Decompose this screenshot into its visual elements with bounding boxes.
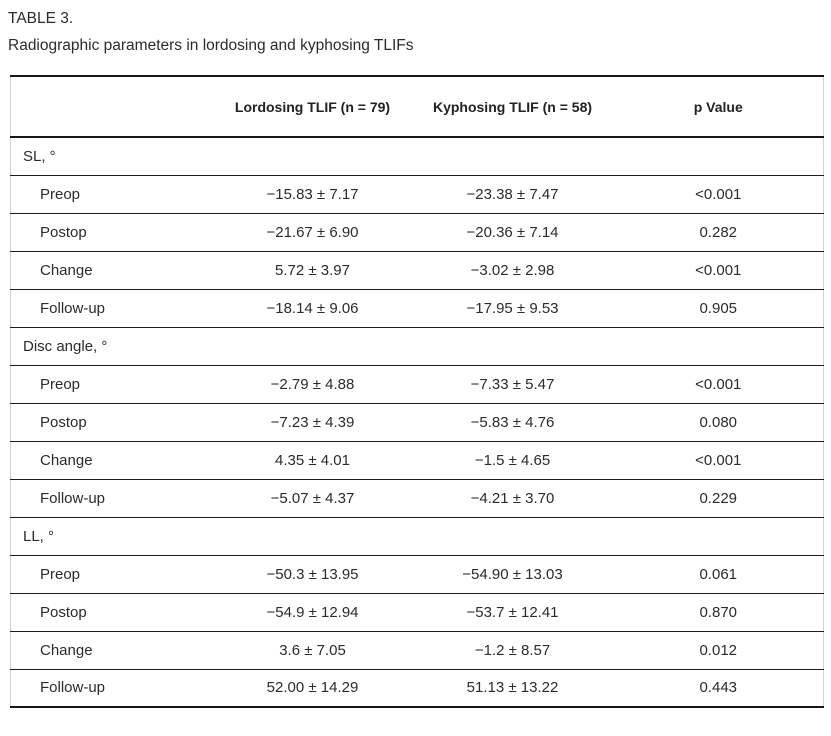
table-row: Preop −50.3 ± 13.95 −54.90 ± 13.03 0.061 [10,555,824,593]
row-label: Follow-up [40,299,106,317]
row-label: Follow-up [40,489,106,507]
table-number: TABLE 3. [8,10,74,27]
column-header-lordosing: Lordosing TLIF (n = 79) [234,98,391,115]
cell-p-value: 0.229 [699,489,738,507]
row-label: Preop [40,185,81,203]
cell-kyphosing: −5.83 ± 4.76 [470,413,555,431]
radiographic-parameters-table: Lordosing TLIF (n = 79) Kyphosing TLIF (… [10,75,824,708]
table-caption-block: TABLE 3. Radiographic parameters in lord… [8,6,823,59]
table-caption: Radiographic parameters in lordosing and… [8,37,414,54]
cell-lordosing: −54.9 ± 12.94 [266,603,359,621]
table-row: Preop −15.83 ± 7.17 −23.38 ± 7.47 <0.001 [10,175,824,213]
column-header-empty [11,76,214,137]
cell-lordosing: −5.07 ± 4.37 [270,489,355,507]
cell-kyphosing: −1.2 ± 8.57 [474,641,551,659]
cell-p-value: 0.012 [699,641,738,659]
cell-lordosing: −15.83 ± 7.17 [266,185,359,203]
cell-kyphosing: −7.33 ± 5.47 [470,375,555,393]
cell-p-value: <0.001 [695,185,742,203]
row-label: Preop [40,565,81,583]
cell-lordosing: 52.00 ± 14.29 [266,679,359,697]
cell-kyphosing: −3.02 ± 2.98 [470,261,555,279]
cell-p-value: 0.080 [699,413,738,431]
cell-lordosing: −21.67 ± 6.90 [266,223,359,241]
table-row: Postop −54.9 ± 12.94 −53.7 ± 12.41 0.870 [10,593,824,631]
cell-lordosing: 3.6 ± 7.05 [279,641,346,659]
cell-p-value: 0.905 [699,299,738,317]
cell-kyphosing: −54.90 ± 13.03 [462,565,563,583]
cell-p-value: 0.061 [699,565,738,583]
section-label: SL, ° [23,147,56,165]
cell-kyphosing: −1.5 ± 4.65 [474,451,551,469]
cell-p-value: <0.001 [695,451,742,469]
column-header-kyphosing: Kyphosing TLIF (n = 58) [432,98,593,115]
section-row-disc-angle: Disc angle, ° [10,327,824,365]
table-row: Follow-up −5.07 ± 4.37 −4.21 ± 3.70 0.22… [10,479,824,517]
cell-kyphosing: −53.7 ± 12.41 [466,603,559,621]
row-label: Preop [40,375,81,393]
section-row-sl: SL, ° [10,137,824,175]
cell-lordosing: −2.79 ± 4.88 [270,375,355,393]
table-body: SL, ° Preop −15.83 ± 7.17 −23.38 ± 7.47 … [10,137,824,707]
table-row: Preop −2.79 ± 4.88 −7.33 ± 5.47 <0.001 [10,365,824,403]
table-row: Change 3.6 ± 7.05 −1.2 ± 8.57 0.012 [10,631,824,669]
cell-p-value: 0.282 [699,223,738,241]
table-header: Lordosing TLIF (n = 79) Kyphosing TLIF (… [10,76,824,137]
table-row: Follow-up 52.00 ± 14.29 51.13 ± 13.22 0.… [11,669,824,707]
row-label: Postop [40,413,87,431]
cell-lordosing: 4.35 ± 4.01 [275,451,350,469]
cell-kyphosing: 51.13 ± 13.22 [466,679,559,697]
cell-kyphosing: −17.95 ± 9.53 [466,299,559,317]
cell-p-value: 0.870 [699,603,738,621]
cell-p-value: <0.001 [695,261,742,279]
cell-lordosing: −50.3 ± 13.95 [266,565,359,583]
section-row-ll: LL, ° [10,517,824,555]
row-label: Change [40,451,93,469]
column-header-p-value: p Value [693,98,743,115]
table-row: Change 5.72 ± 3.97 −3.02 ± 2.98 <0.001 [10,251,824,289]
row-label: Change [40,261,93,279]
row-label: Change [40,641,93,659]
cell-lordosing: −18.14 ± 9.06 [266,299,359,317]
table-row: Change 4.35 ± 4.01 −1.5 ± 4.65 <0.001 [10,441,824,479]
cell-kyphosing: −23.38 ± 7.47 [466,185,559,203]
table-row: Follow-up −18.14 ± 9.06 −17.95 ± 9.53 0.… [10,289,824,327]
table-row: Postop −21.67 ± 6.90 −20.36 ± 7.14 0.282 [10,213,824,251]
row-label: Postop [40,603,87,621]
cell-kyphosing: −20.36 ± 7.14 [466,223,559,241]
cell-lordosing: 5.72 ± 3.97 [275,261,350,279]
cell-kyphosing: −4.21 ± 3.70 [470,489,555,507]
cell-p-value: 0.443 [699,679,738,697]
row-label: Follow-up [40,679,106,697]
cell-lordosing: −7.23 ± 4.39 [270,413,355,431]
header-row: Lordosing TLIF (n = 79) Kyphosing TLIF (… [10,76,824,137]
section-label: Disc angle, ° [23,337,108,355]
row-label: Postop [40,223,87,241]
section-label: LL, ° [23,527,55,545]
cell-p-value: <0.001 [695,375,742,393]
table-row: Postop −7.23 ± 4.39 −5.83 ± 4.76 0.080 [10,403,824,441]
